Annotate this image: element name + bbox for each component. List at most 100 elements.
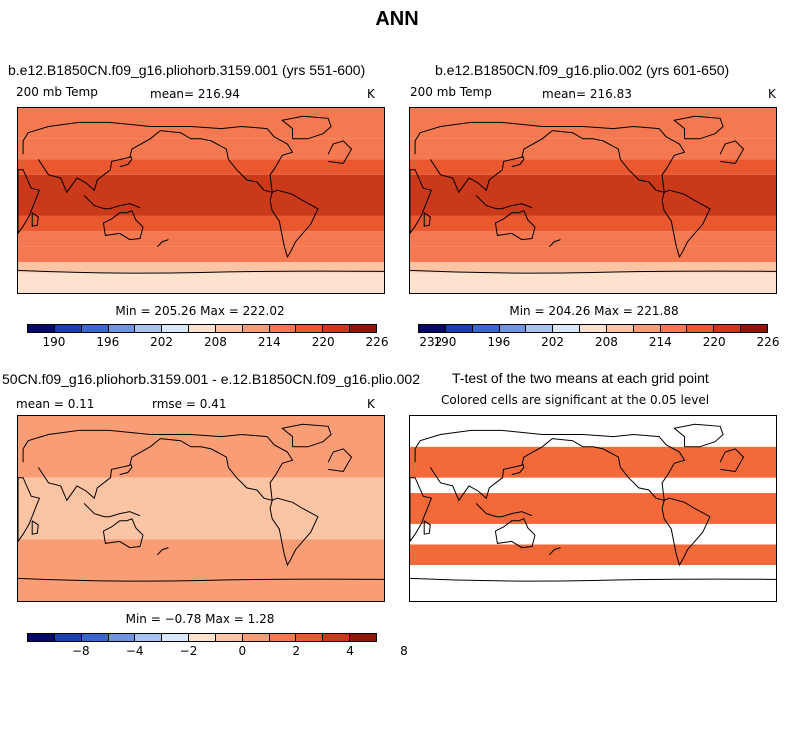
panel-2-colorbar-swatch: [633, 325, 661, 332]
panel-3-mean: mean = 0.11: [16, 397, 95, 411]
panel-2-colorbar-swatch: [499, 325, 527, 332]
panel-2-colorbar-swatch: [472, 325, 500, 332]
panel-3-colorbar-swatch: [242, 634, 270, 641]
coastline-4: [281, 115, 332, 140]
coastline-5: [327, 448, 353, 473]
panel-3-colorbar-swatch: [296, 634, 324, 641]
panel-1-colorbar-swatch: [242, 325, 270, 332]
coastline-7: [119, 156, 133, 168]
coastline-1: [18, 477, 41, 543]
panel-2-colorbar-labels: 190 196 202 208 214 220 226 232: [418, 335, 779, 351]
panel-2-colorbar-swatch: [526, 325, 554, 332]
coastline-9: [423, 520, 431, 535]
significant-band-3: [410, 493, 776, 524]
panel-1-colorbar-swatch: [135, 325, 163, 332]
zonal-band-6: [410, 246, 776, 263]
coastline-8: [548, 239, 561, 248]
panel-1-colorbar-swatch: [162, 325, 190, 332]
panel-3-units: K: [367, 397, 375, 411]
panel-3-heatmap: [18, 416, 384, 601]
significant-band-5: [410, 544, 776, 566]
panel-1-colorbar-swatch: [296, 325, 324, 332]
coastline-0: [22, 121, 294, 194]
panel-2-colorbar-swatch: [553, 325, 581, 332]
colorbar-tick-label: 220: [311, 335, 335, 349]
coastline-6: [475, 503, 533, 518]
colorbar-tick-label: 8: [400, 644, 408, 658]
coastline-2: [269, 189, 319, 259]
colorbar-tick-label: 232: [419, 335, 443, 349]
panel-1-colorbar-swatch: [350, 325, 376, 332]
coastline-3: [494, 210, 536, 241]
panel-2-colorbar-swatch: [714, 325, 742, 332]
zonal-band-3: [410, 174, 776, 216]
colorbar-tick-label: 208: [204, 335, 227, 349]
panel-2-mean: mean= 216.83: [542, 87, 632, 101]
panel-2-colorbar-swatch: [660, 325, 688, 332]
coastline-1: [410, 477, 433, 543]
zonal-band-1: [18, 477, 384, 540]
coastline-9: [31, 212, 39, 227]
panel-1-colorbar-labels: 190 196 202 208 214 220 226 232: [27, 335, 442, 351]
colorbar-tick-label: 2: [292, 644, 301, 658]
panel-3-colorbar-swatch: [323, 634, 351, 641]
coastline-antarctica: [410, 269, 776, 274]
coastline-4: [673, 115, 724, 140]
panel-3-colorbar: [27, 633, 377, 642]
zonal-band-7: [410, 262, 776, 273]
coastline-4: [281, 423, 332, 448]
coastline-5: [327, 140, 353, 165]
panel-3-colorbar-swatch: [81, 634, 109, 641]
panel-4-map: [409, 415, 777, 602]
panel-2-colorbar-swatch: [419, 325, 446, 332]
panel-3-colorbar-labels: −8 −4 −2 0 2 4 8: [27, 644, 408, 660]
figure-title: ANN: [375, 8, 419, 30]
panel-1-colorbar-swatch: [81, 325, 109, 332]
zonal-band-5: [410, 231, 776, 247]
panel-2-colorbar-swatch: [580, 325, 607, 332]
panel-2-colorbar-swatch: [741, 325, 767, 332]
colorbar-tick-label: 226: [365, 335, 389, 349]
zonal-band-1: [18, 138, 384, 160]
panel-2-variable: 200 mb Temp: [410, 85, 492, 99]
coastline-2: [661, 189, 711, 259]
panel-1-colorbar: [27, 324, 377, 333]
coastline-4: [673, 423, 724, 448]
coastline-9: [31, 520, 39, 535]
panel-3-colorbar-swatch: [350, 634, 376, 641]
colorbar-tick-label: 190: [42, 335, 66, 349]
colorbar-tick-label: 214: [648, 335, 672, 349]
panel-1-variable: 200 mb Temp: [16, 85, 98, 99]
colorbar-tick-label: 214: [257, 335, 281, 349]
colorbar-tick-label: 0: [238, 644, 247, 658]
colorbar-tick-label: 202: [541, 335, 565, 349]
colorbar-tick-label: 190: [433, 335, 457, 349]
coastline-2: [661, 497, 711, 567]
panel-4-heatmap: [410, 416, 776, 601]
colorbar-tick-label: −8: [71, 644, 90, 658]
colorbar-tick-label: 226: [756, 335, 780, 349]
coastline-antarctica: [18, 269, 384, 274]
panel-3-colorbar-swatch: [215, 634, 243, 641]
panel-2-heatmap: [410, 108, 776, 293]
colorbar-tick-label: 202: [150, 335, 174, 349]
coastline-8: [156, 547, 169, 556]
panel-2-units: K: [768, 87, 776, 101]
panel-2-title: b.e12.B1850CN.f09_g16.plio.002 (yrs 601-…: [435, 62, 730, 78]
panel-1-heatmap: [18, 108, 384, 293]
panel-2-colorbar: [418, 324, 768, 333]
coastline-7: [511, 464, 525, 476]
coastline-6: [475, 195, 533, 210]
panel-3-map: [17, 415, 385, 602]
zonal-band-8: [18, 272, 384, 293]
panel-3-colorbar-swatch: [28, 634, 55, 641]
zonal-band-7: [18, 262, 384, 273]
colorbar-tick-label: 196: [96, 335, 120, 349]
coastline-1: [410, 169, 433, 235]
coastline-0: [414, 429, 686, 502]
coastline-antarctica: [410, 577, 776, 582]
panel-3-rmse: rmse = 0.41: [152, 397, 227, 411]
panel-1-map: [17, 107, 385, 294]
panel-2-colorbar-swatch: [445, 325, 473, 332]
panel-3-colorbar-swatch: [54, 634, 82, 641]
